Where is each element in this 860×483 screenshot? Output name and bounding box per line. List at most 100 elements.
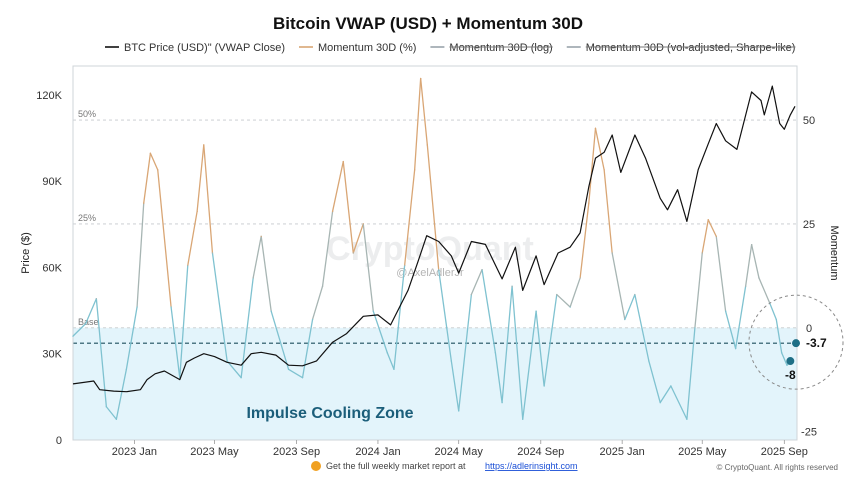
momentum-point xyxy=(211,252,214,254)
momentum-segment xyxy=(413,77,422,171)
momentum-point xyxy=(143,202,145,204)
left-axis-label: Price ($) xyxy=(20,232,32,274)
x-tick-label: 2025 May xyxy=(678,446,727,458)
watermark-brand: CryptoQuant xyxy=(326,230,534,268)
x-tick-label: 2023 Sep xyxy=(273,446,320,458)
momentum-point xyxy=(624,318,626,321)
momentum-point xyxy=(686,418,688,420)
reference-label-1: 25% xyxy=(78,213,96,223)
momentum-segment xyxy=(543,293,558,387)
right-tick-label: 50 xyxy=(803,115,815,127)
momentum-point xyxy=(301,377,304,379)
momentum-point xyxy=(125,368,127,370)
momentum-point xyxy=(414,169,416,171)
momentum-point xyxy=(270,310,272,312)
momentum-segment xyxy=(301,318,314,379)
momentum-point xyxy=(95,298,97,300)
momentum-segment xyxy=(362,223,374,312)
momentum-point xyxy=(707,219,709,221)
momentum-segment xyxy=(579,202,590,279)
momentum-segment xyxy=(187,210,198,267)
momentum-point xyxy=(386,352,388,354)
momentum-point xyxy=(745,285,747,287)
momentum-point xyxy=(85,323,87,325)
right-tick-label: 0 xyxy=(806,323,812,335)
momentum-segment xyxy=(386,352,395,371)
footer-link[interactable]: https://adlerinsight.com xyxy=(485,461,578,471)
momentum-point xyxy=(556,293,558,296)
momentum-segment xyxy=(624,293,636,321)
momentum-segment xyxy=(311,285,324,321)
momentum-segment xyxy=(196,144,205,213)
marker-value-b: -8 xyxy=(785,368,796,382)
momentum-point xyxy=(701,252,703,254)
momentum-segment xyxy=(781,352,788,366)
momentum-segment xyxy=(136,202,145,308)
left-tick-label: 90K xyxy=(42,176,62,188)
legend-label-0: BTC Price (USD)" (VWAP Close) xyxy=(124,42,285,54)
footer-text: Get the full weekly market report at xyxy=(326,461,466,471)
momentum-segment xyxy=(724,310,737,350)
momentum-segment xyxy=(287,368,304,379)
momentum-segment xyxy=(768,302,777,321)
momentum-point xyxy=(786,364,788,366)
momentum-segment xyxy=(501,285,513,404)
momentum-point xyxy=(196,210,198,213)
momentum-segment xyxy=(715,235,727,312)
momentum-point xyxy=(187,264,189,267)
momentum-segment xyxy=(670,385,688,420)
x-tick-label: 2025 Jan xyxy=(600,446,645,458)
momentum-point xyxy=(226,360,228,362)
reference-label-0: 50% xyxy=(78,109,96,119)
momentum-segment xyxy=(744,244,753,287)
momentum-point xyxy=(260,235,262,237)
momentum-point xyxy=(458,410,460,412)
momentum-point xyxy=(170,306,172,308)
momentum-segment xyxy=(511,285,524,420)
momentum-segment xyxy=(342,160,354,254)
momentum-point xyxy=(240,377,242,379)
momentum-segment xyxy=(611,252,626,321)
chart-title: Bitcoin VWAP (USD) + Momentum 30D xyxy=(273,14,583,33)
momentum-point xyxy=(157,169,159,171)
highlight-circle xyxy=(748,294,844,390)
momentum-segment xyxy=(522,310,537,420)
momentum-point xyxy=(252,277,254,279)
btc-price-line xyxy=(72,85,796,393)
momentum-point xyxy=(450,360,452,362)
momentum-segment xyxy=(588,127,597,204)
momentum-point xyxy=(781,352,783,354)
momentum-point xyxy=(543,385,545,387)
momentum-point xyxy=(105,406,107,408)
momentum-segment xyxy=(707,219,717,238)
momentum-point xyxy=(611,252,613,254)
momentum-segment xyxy=(426,144,440,271)
momentum-segment xyxy=(556,293,571,308)
momentum-point xyxy=(588,202,590,204)
right-axis-label: Momentum xyxy=(828,225,840,280)
momentum-segment xyxy=(149,152,159,171)
momentum-point xyxy=(775,318,777,321)
momentum-segment xyxy=(352,223,364,254)
watermark-author: @AxelAdlerJr xyxy=(396,267,464,279)
momentum-segment xyxy=(260,235,272,312)
momentum-point xyxy=(372,310,374,312)
zone-label: Impulse Cooling Zone xyxy=(246,405,413,422)
momentum-segment xyxy=(203,144,214,254)
momentum-segment xyxy=(659,385,672,404)
momentum-segment xyxy=(372,310,388,354)
momentum-segment xyxy=(734,285,747,350)
report-icon xyxy=(311,461,321,471)
momentum-segment xyxy=(72,322,87,337)
momentum-segment xyxy=(775,318,783,354)
momentum-point xyxy=(634,293,636,296)
legend-label-3: Momentum 30D (vol-adjusted, Sharpe-like) xyxy=(586,42,796,54)
copyright: © CryptoQuant. All rights reserved xyxy=(717,463,839,472)
momentum-segment xyxy=(686,327,696,420)
momentum-point xyxy=(72,335,74,337)
left-tick-label: 60K xyxy=(42,262,62,274)
legend-label-1: Momentum 30D (%) xyxy=(318,42,416,54)
left-axis: 0 30K 60K 90K 120K xyxy=(36,90,62,447)
momentum-point xyxy=(287,368,290,370)
